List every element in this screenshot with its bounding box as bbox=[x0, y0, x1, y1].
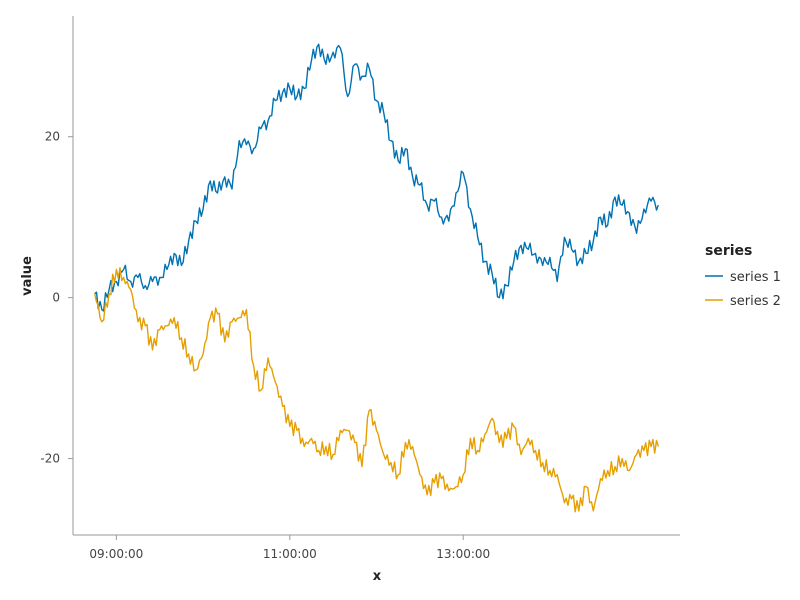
x-tick-label: 09:00:00 bbox=[89, 547, 143, 561]
legend-label-1: series 1 bbox=[730, 270, 781, 285]
y-axis-title: value bbox=[20, 256, 35, 296]
axes: 20 0 -20 09:00:00 11:00:00 13:00:00 bbox=[40, 16, 680, 561]
x-tick-label: 11:00:00 bbox=[263, 547, 317, 561]
series-line-2 bbox=[94, 267, 659, 513]
series-lines bbox=[94, 43, 659, 513]
y-tick-label: -20 bbox=[40, 452, 60, 466]
legend: series series 1 series 2 bbox=[705, 243, 781, 309]
legend-title: series bbox=[705, 243, 752, 259]
legend-label-2: series 2 bbox=[730, 294, 781, 309]
x-tick-label: 13:00:00 bbox=[436, 547, 490, 561]
x-ticks: 09:00:00 11:00:00 13:00:00 bbox=[89, 535, 490, 561]
y-tick-label: 20 bbox=[45, 130, 60, 144]
y-tick-label: 0 bbox=[52, 291, 60, 305]
legend-items: series 1 series 2 bbox=[705, 270, 781, 309]
series-line-1 bbox=[94, 43, 659, 312]
y-ticks: 20 0 -20 bbox=[40, 130, 73, 466]
x-axis-title: x bbox=[373, 569, 382, 584]
